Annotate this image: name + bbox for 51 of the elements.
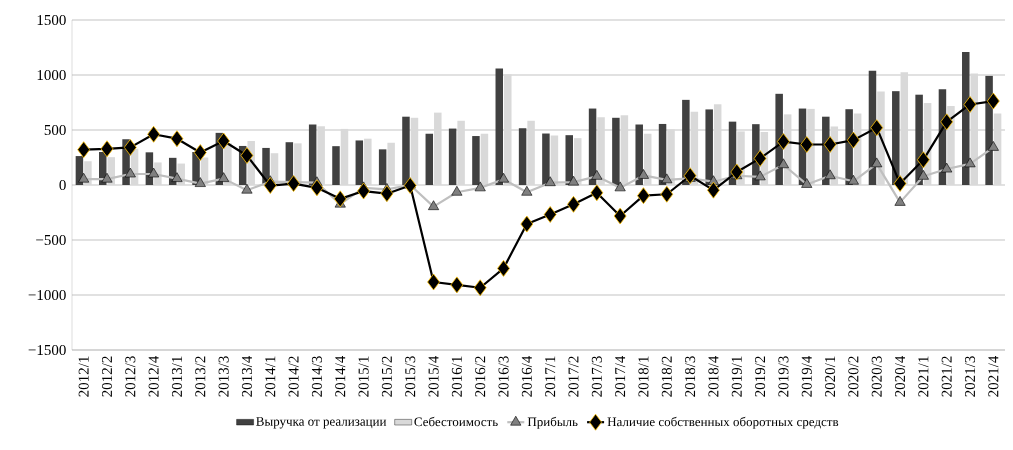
x-tick-label: 2015/1 [358, 356, 369, 397]
x-tick-label: 2021/4 [988, 355, 999, 397]
x-tick-label: 2021/1 [918, 356, 929, 397]
x-tick-label: 2017/3 [591, 356, 602, 397]
x-tick-label: 2021/2 [941, 356, 952, 397]
legend-label: Наличие собственных оборотных средств [607, 416, 839, 429]
x-tick-label: 2016/1 [451, 356, 462, 397]
y-tick-label: −1500 [28, 344, 66, 356]
x-tick-label: 2013/2 [195, 356, 206, 397]
x-tick-label: 2014/4 [335, 355, 346, 397]
x-tick-label: 2020/4 [894, 355, 906, 397]
y-tick-label: 0 [59, 179, 66, 191]
x-tick-label: 2012/1 [78, 356, 89, 397]
x-tick-label: 2019/2 [755, 356, 766, 397]
x-tick-label: 2016/2 [475, 356, 486, 397]
x-tick-label: 2018/1 [638, 356, 649, 397]
y-tick-label: 500 [44, 124, 66, 136]
x-tick-label: 2015/3 [405, 356, 416, 397]
y-tick-label: 1500 [37, 14, 66, 26]
y-tick-label: −500 [36, 234, 66, 246]
x-tick-label: 2020/1 [825, 356, 836, 397]
x-tick-label: 2017/4 [615, 355, 626, 397]
x-tick-label: 2016/4 [521, 355, 532, 397]
x-tick-label: 2019/3 [778, 356, 789, 397]
legend-label: Себестоимость [414, 416, 498, 427]
x-tick-label: 2014/3 [311, 356, 322, 397]
x-tick-label: 2019/4 [801, 355, 812, 397]
x-tick-label: 2017/2 [568, 356, 579, 397]
x-tick-label: 2013/1 [171, 356, 183, 397]
y-tick-label: 1000 [37, 69, 66, 81]
x-tick-label: 2015/2 [381, 356, 392, 397]
x-tick-label: 2014/2 [288, 356, 299, 397]
x-tick-label: 2016/3 [498, 356, 509, 397]
x-tick-label: 2012/4 [148, 355, 159, 397]
x-tick-label: 2020/3 [871, 356, 882, 397]
x-tick-label: 2013/3 [218, 356, 229, 397]
x-tick-label: 2012/2 [101, 356, 113, 397]
x-tick-label: 2021/3 [964, 356, 976, 397]
x-tick-label: 2018/4 [708, 355, 719, 397]
x-tick-label: 2018/2 [661, 356, 672, 397]
x-tick-label: 2019/1 [731, 356, 742, 397]
x-tick-label: 2015/4 [428, 355, 439, 397]
x-tick-label: 2017/1 [545, 356, 556, 397]
x-tick-label: 2018/3 [685, 356, 696, 397]
x-tick-label: 2012/3 [125, 356, 136, 397]
y-tick-label: −1000 [28, 289, 66, 301]
x-tick-label: 2013/4 [241, 355, 252, 397]
legend-label: Прибыль [527, 416, 578, 429]
x-tick-label: 2014/1 [265, 356, 276, 397]
legend-label: Выручка от реализации [256, 417, 387, 429]
x-tick-label: 2020/2 [848, 356, 859, 397]
